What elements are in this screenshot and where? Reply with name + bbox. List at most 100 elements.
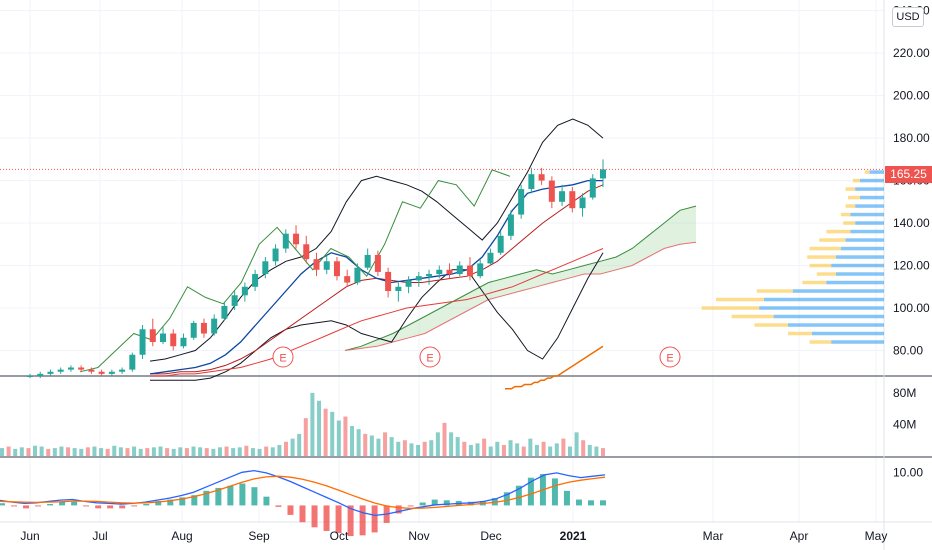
time-tick-label: Mar	[703, 529, 724, 543]
macd-histogram-bar	[83, 505, 90, 507]
candle-body	[344, 276, 351, 283]
candle-body	[170, 333, 177, 347]
macd-histogram-bar	[107, 505, 114, 509]
volume-profile-bar	[869, 170, 884, 174]
price-tick-label: 180.00	[893, 131, 930, 145]
volume-bar	[389, 437, 394, 456]
volume-bar	[105, 448, 110, 456]
candle-body	[119, 369, 126, 372]
volume-bar	[435, 432, 440, 456]
volume-profile-bar	[773, 314, 884, 319]
macd-histogram	[0, 474, 606, 537]
price-tick-label: 140.00	[893, 216, 930, 230]
volume-bar	[422, 441, 427, 456]
macd-histogram-bar	[0, 503, 5, 506]
volume-profile-bar	[756, 289, 793, 293]
volume-bar	[363, 433, 368, 456]
currency-button[interactable]: USD	[892, 7, 924, 27]
volume-bar	[257, 448, 262, 456]
volume-bar	[52, 448, 57, 456]
candle-body	[221, 305, 228, 319]
macd-histogram-bar	[59, 501, 66, 506]
volume-bar	[13, 448, 18, 456]
candle-body	[507, 214, 514, 236]
volume-bar	[501, 444, 506, 456]
volume-profile-bar	[788, 331, 812, 336]
macd-histogram-bar	[119, 505, 126, 509]
candle-body	[108, 371, 115, 374]
volume-bar	[376, 438, 381, 456]
earnings-marker-label: E	[279, 353, 286, 365]
volume-bar	[237, 447, 242, 456]
volume-bar	[39, 446, 44, 456]
volume-bars	[0, 392, 605, 456]
macd-histogram-bar	[347, 505, 354, 537]
time-tick-label: Jun	[20, 529, 39, 543]
candle-body	[241, 286, 248, 296]
candle-body	[456, 265, 463, 275]
volume-profile-bar	[860, 195, 884, 200]
macd-histogram-bar	[251, 487, 258, 506]
volume-profile-bar	[764, 297, 884, 302]
volume-profile-bar	[807, 255, 836, 259]
volume-bar	[178, 447, 183, 456]
volume-bar	[528, 438, 533, 456]
volume-bar	[508, 440, 513, 456]
macd-histogram-bar	[23, 505, 30, 509]
volume-bar	[250, 448, 255, 456]
volume-bar	[198, 447, 203, 456]
earnings-marker-circle	[272, 346, 294, 368]
time-tick-label: Oct	[330, 529, 349, 543]
candles	[27, 159, 606, 379]
volume-bar	[270, 447, 275, 456]
macd-tick-label: 10.00	[893, 465, 923, 479]
volume-tick-label: 80M	[893, 386, 916, 400]
moving-average-slow	[150, 248, 604, 377]
volume-bar	[567, 446, 572, 456]
volume-bar	[244, 445, 249, 456]
macd-histogram-bar	[167, 499, 174, 506]
volume-bar	[534, 444, 539, 456]
candle-body	[446, 269, 453, 275]
volume-bar	[488, 446, 493, 456]
volume-bar	[554, 443, 559, 456]
candle-body	[200, 322, 207, 334]
volume-bar	[323, 408, 328, 456]
time-tick-label: Aug	[171, 529, 192, 543]
volume-bar	[587, 444, 592, 456]
candle-body	[57, 369, 64, 372]
candle-body	[303, 244, 310, 260]
macd-histogram-bar	[587, 500, 594, 506]
macd-histogram-bar	[35, 505, 42, 507]
volume-profile-bar	[850, 212, 884, 217]
volume-bar	[138, 448, 143, 456]
candle-body	[67, 367, 74, 370]
price-tick-label: 120.00	[893, 259, 930, 273]
candle-body	[190, 322, 197, 338]
earnings-marker: E	[419, 346, 441, 368]
volume-bar	[165, 448, 170, 456]
earnings-marker-label: E	[666, 353, 673, 365]
volume-bar	[59, 446, 64, 456]
volume-bar	[462, 441, 467, 456]
macd-histogram-bar	[419, 502, 426, 506]
macd-histogram-bar	[287, 505, 294, 515]
volume-bar	[112, 445, 117, 456]
candle-body	[98, 371, 105, 374]
candle-body	[272, 248, 279, 262]
macd-histogram-bar	[179, 497, 186, 506]
volume-bar	[158, 446, 163, 456]
volume-bar	[495, 441, 500, 456]
volume-bar	[224, 446, 229, 456]
time-tick-label: Dec	[480, 529, 501, 543]
macd-histogram-bar	[443, 500, 450, 506]
macd-histogram-bar	[143, 503, 150, 506]
ichimoku-span-b	[344, 241, 697, 351]
volume-bar	[211, 448, 216, 456]
volume-bar	[132, 446, 137, 456]
volume-profile-bar	[845, 204, 856, 208]
volume-bar	[0, 448, 4, 456]
candle-body	[477, 263, 484, 277]
volume-profile-bar	[819, 238, 846, 242]
